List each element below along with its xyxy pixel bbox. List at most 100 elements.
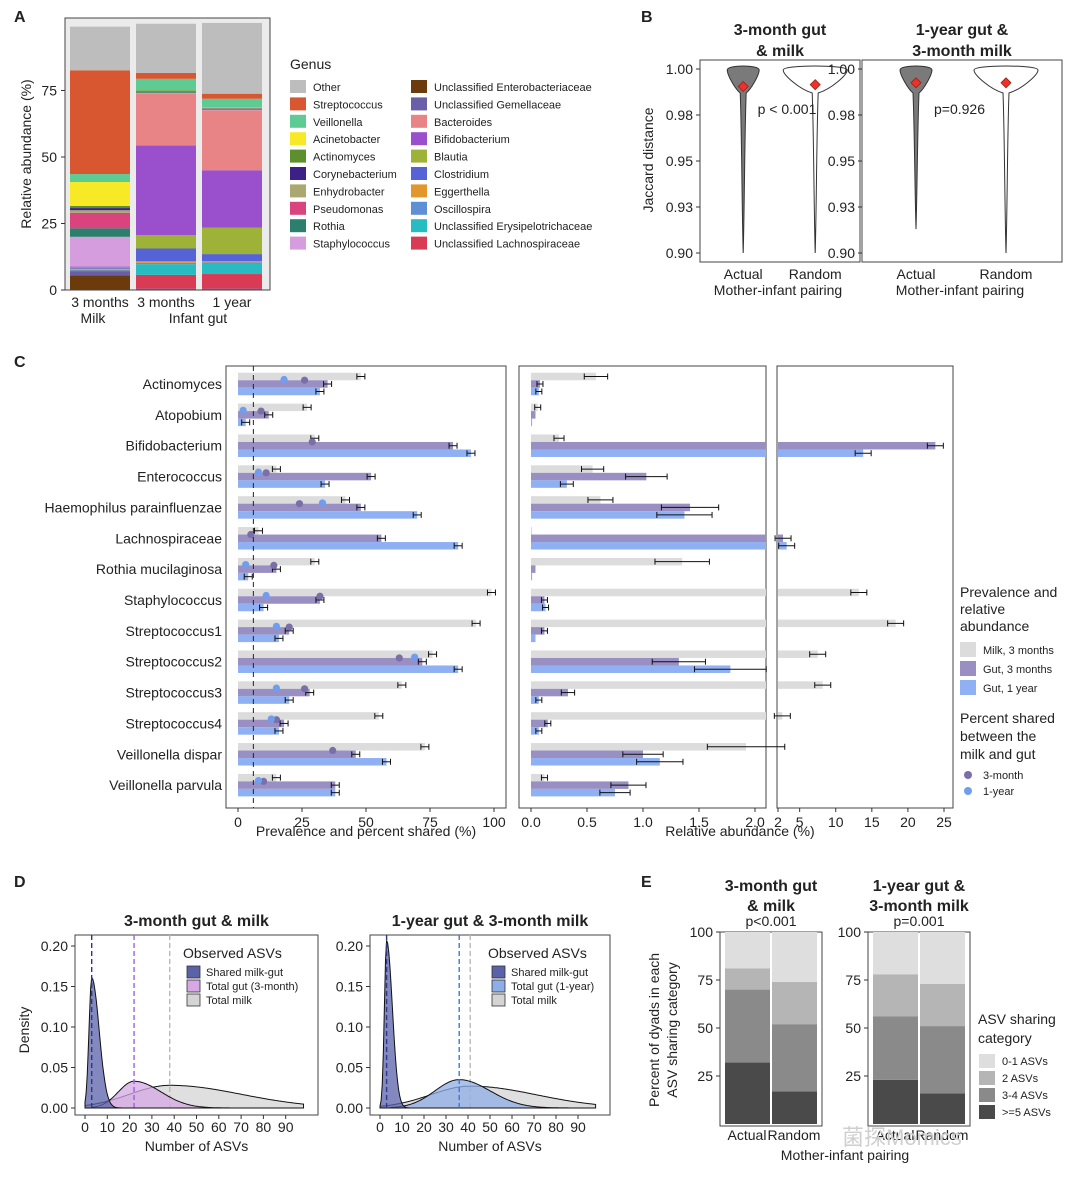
panel-a-bar-segment xyxy=(70,275,130,290)
panel-c-abundance-bar xyxy=(531,743,747,751)
panel-e-bar-segment xyxy=(725,1062,770,1124)
panel-d-legend-label: Total milk xyxy=(206,995,252,1007)
panel-c-prevalence-bar xyxy=(238,681,402,689)
panel-e-bar-segment xyxy=(873,1079,918,1124)
panel-c-prevalence-bar xyxy=(238,657,423,666)
panel-c-legend-label: Milk, 3 months xyxy=(983,645,1054,657)
panel-b-median-point xyxy=(737,80,749,93)
panel-a-legend-label: Staphylococcus xyxy=(313,239,391,251)
panel-c-legend-label: Gut, 3 months xyxy=(983,664,1053,676)
panel-d-ytick-label: 0.20 xyxy=(336,938,363,954)
panel-a-legend-label: Enhydrobacter xyxy=(313,186,385,198)
panel-a-legend-label: Bacteroides xyxy=(434,117,493,129)
panel-c-abundance-bar xyxy=(531,712,766,720)
panel-e-facet-title: 3-month milk xyxy=(869,898,969,915)
panel-c-abundance-bar xyxy=(531,527,533,535)
panel-a-legend-label: Clostridium xyxy=(434,169,489,181)
panel-c-prevalence-bar xyxy=(238,480,326,488)
panel-a-xtick-label: 3 months xyxy=(71,294,129,310)
panel-a-bar-segment xyxy=(202,98,262,108)
panel-a-legend-swatch xyxy=(411,236,427,250)
panel-a-bar-segment xyxy=(136,289,196,290)
panel-a-bar-segment xyxy=(70,271,130,276)
panel-a-ytick-label: 75 xyxy=(41,83,57,99)
panel-c-abundance-bar xyxy=(531,465,593,473)
panel-c-abundance-bar xyxy=(531,657,679,666)
panel-c-abundance-bar xyxy=(531,727,539,735)
panel-d-legend-swatch xyxy=(491,965,506,979)
panel-c-prevalence-bar xyxy=(238,650,433,658)
panel-d-xtick-label: 80 xyxy=(548,1119,564,1135)
watermark: 菌探Momics xyxy=(842,1125,962,1150)
panel-e-legend-title: category xyxy=(978,1030,1032,1046)
panel-c-abundance-bar xyxy=(531,557,683,566)
panel-c-prevalence-xtick-label: 0 xyxy=(234,814,242,830)
panel-d-facet-title: 1-year gut & 3-month milk xyxy=(392,913,589,930)
panel-e-legend-label: 2 ASVs xyxy=(1002,1073,1039,1085)
panel-c-prevalence-xtick-label: 50 xyxy=(358,814,374,830)
panel-a-bar-segment xyxy=(202,109,262,110)
panel-c-abundance-bar xyxy=(531,534,766,543)
panel-a-bar-segment xyxy=(70,236,130,267)
panel-b-xtick-label: Random xyxy=(789,266,842,282)
panel-a-bar-segment xyxy=(70,228,130,237)
panel-d-xtick-label: 80 xyxy=(256,1119,272,1135)
panel-e-ytick-label: 75 xyxy=(845,972,861,988)
panel-c-abundance-xtick-label: 10 xyxy=(828,814,844,830)
panel-c-abundance-xtick-label: 2.0 xyxy=(745,814,765,830)
panel-d-xtick-label: 70 xyxy=(233,1119,249,1135)
panel-c-prevalence-bar xyxy=(238,387,320,396)
panel-b-violin xyxy=(973,65,1039,254)
panel-e-ytick-label: 25 xyxy=(697,1068,713,1084)
panel-a-bar-segment xyxy=(202,170,262,228)
panel-c-prevalence-bar xyxy=(238,665,459,673)
panel-c-abundance-bar xyxy=(531,503,691,512)
panel-a-bar-segment xyxy=(202,263,262,275)
panel-e-ytick-label: 50 xyxy=(845,1020,861,1036)
panel-a-legend-label: Streptococcus xyxy=(313,99,383,111)
panel-a-bar-segment xyxy=(202,289,262,290)
panel-e-legend-title: ASV sharing xyxy=(978,1011,1056,1027)
panel-c-shared-point xyxy=(262,591,270,600)
panel-d-ytick-label: 0.10 xyxy=(336,1019,363,1035)
panel-a-legend-swatch xyxy=(290,167,306,180)
panel-d-legend-swatch xyxy=(491,979,506,993)
panel-c-prevalence-bar xyxy=(238,380,328,388)
panel-a-bar-segment xyxy=(202,274,262,289)
panel-e-legend-swatch xyxy=(979,1071,995,1085)
panel-d-ytick-label: 0.00 xyxy=(41,1100,68,1116)
panel-b-violin xyxy=(782,65,848,254)
panel-c-abundance-bar xyxy=(778,588,859,597)
panel-c-abundance-xlabel: Relative abundance (%) xyxy=(665,823,814,839)
panel-a-legend-swatch xyxy=(290,80,306,93)
panel-a-xtick-label: 3 months xyxy=(137,294,195,310)
panel-b-xtick-label: Actual xyxy=(724,266,763,282)
panel-b-violin xyxy=(726,65,760,254)
panel-d-legend-label: Total gut (3-month) xyxy=(206,981,298,993)
panel-c-category-label: Haemophilus parainfluenzae xyxy=(45,499,223,515)
panel-d-xtick-label: 40 xyxy=(166,1119,182,1135)
panel-c-abundance-bar xyxy=(531,480,567,488)
panel-a-legend-swatch xyxy=(411,219,427,233)
panel-a-bar-segment xyxy=(70,174,130,183)
panel-c-category-label: Streptococcus2 xyxy=(126,654,223,670)
panel-c-category-label: Veillonella dispar xyxy=(117,746,222,762)
panel-a-bar-segment xyxy=(136,274,196,289)
panel-e-bar-segment xyxy=(920,1026,965,1094)
panel-c-legend-point xyxy=(964,771,972,779)
panel-e-bar-segment xyxy=(873,974,918,1017)
panel-d-legend-label: Shared milk-gut xyxy=(511,967,588,979)
panel-c-legend-title: Percent shared xyxy=(960,710,1055,726)
panel-b-facet-title: 3-month milk xyxy=(912,43,1012,60)
panel-a-legend-swatch xyxy=(290,149,306,163)
panel-c-abundance-bar xyxy=(531,511,685,519)
panel-a-bar-segment xyxy=(202,107,262,109)
panel-b-ytick-label: 1.00 xyxy=(666,61,693,77)
panel-label-c: C xyxy=(14,354,26,371)
panel-c-shared-point xyxy=(318,499,327,507)
panel-c-abundance-bar xyxy=(531,588,766,597)
panel-a-legend-swatch xyxy=(290,219,306,233)
panel-e-xtick-label: Random xyxy=(768,1127,821,1143)
panel-c-prevalence-bar xyxy=(238,565,277,573)
panel-d-legend-swatch xyxy=(186,979,201,993)
